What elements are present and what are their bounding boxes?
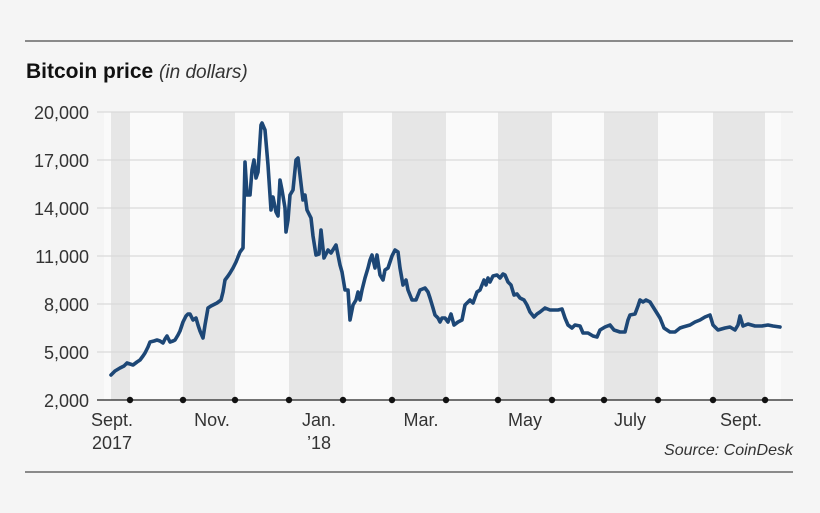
bottom-rule [25, 471, 793, 473]
x-axis-labels: Sept. 2017 Nov. Jan. ’18 Mar. May July S… [91, 410, 762, 453]
x-tick-jan-year: ’18 [307, 433, 331, 453]
y-tick-17000: 17,000 [34, 151, 89, 171]
x-tick-sept-2018: Sept. [720, 410, 762, 430]
x-tick-mar: Mar. [403, 410, 438, 430]
y-axis-labels: 20,000 17,000 14,000 11,000 8,000 5,000 … [34, 103, 89, 411]
x-tick-nov: Nov. [194, 410, 230, 430]
title-subtitle: (in dollars) [159, 62, 248, 83]
y-tick-2000: 2,000 [44, 391, 89, 411]
source-credit: Source: CoinDesk [664, 442, 793, 459]
y-tick-8000: 8,000 [44, 295, 89, 315]
price-line [109, 121, 782, 377]
top-rule [25, 40, 793, 42]
y-tick-20000: 20,000 [34, 103, 89, 123]
x-tick-jan: Jan. [302, 410, 336, 430]
x-tick-sept-2017: Sept. [91, 410, 133, 430]
chart-title: Bitcoin price (in dollars) [26, 58, 248, 87]
x-axis-month-dots [126, 396, 769, 404]
x-tick-sept-2017-year: 2017 [92, 433, 132, 453]
y-tick-5000: 5,000 [44, 343, 89, 363]
x-tick-may: May [508, 410, 542, 430]
x-tick-july: July [614, 410, 646, 430]
title-main: Bitcoin price [26, 60, 154, 83]
y-tick-14000: 14,000 [34, 199, 89, 219]
y-tick-11000: 11,000 [35, 247, 89, 267]
